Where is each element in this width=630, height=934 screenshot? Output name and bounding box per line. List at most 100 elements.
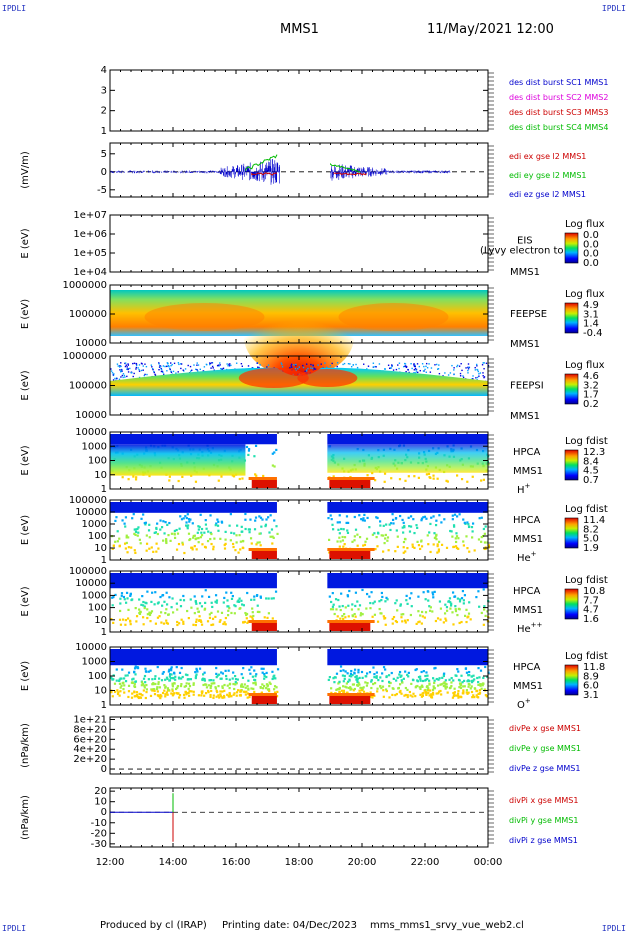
hpca-fill	[327, 444, 488, 473]
feepsi-noise	[413, 372, 415, 374]
hpca-pixel	[420, 610, 424, 614]
hpca-pixel	[220, 521, 224, 524]
legend-entry: divPe y gse MMS1	[509, 744, 581, 753]
hpca-pixel	[162, 670, 165, 674]
hpca-pixel	[451, 518, 454, 521]
hpca-pixel	[142, 600, 145, 604]
hpca-pixel	[399, 675, 402, 678]
hpca-pixel	[338, 680, 341, 683]
hpca-pixel	[265, 687, 268, 690]
feepsi-noise	[113, 373, 115, 375]
hpca-pixel	[347, 686, 350, 690]
legend-entry: divPi x gse MMS1	[509, 796, 578, 805]
hpca-pixel	[466, 680, 469, 683]
hpca-pixel	[228, 686, 231, 690]
hpca-pixel	[338, 687, 341, 690]
hpca-pixel	[380, 686, 383, 690]
hpca-pixel	[233, 692, 236, 695]
hpca-pixel	[140, 681, 144, 684]
hpca-pixel	[384, 623, 387, 626]
hpca-pixel	[376, 545, 379, 548]
hpca-pixel	[344, 685, 347, 688]
hpca-pixel	[445, 606, 449, 609]
hpca-pixel	[275, 525, 278, 528]
legend-entry: des dist burst SC2 MMS2	[509, 93, 608, 102]
hpca-pixel	[401, 681, 404, 684]
hpca-pixel	[382, 666, 386, 669]
hpca-pixel	[164, 611, 167, 615]
hpca-pixel	[400, 613, 403, 616]
hpca-pixel	[165, 619, 168, 622]
hpca-pixel	[482, 527, 486, 531]
y-tick-label: 100	[88, 531, 107, 542]
hpca-pixel	[271, 670, 274, 673]
hpca-pixel	[226, 693, 229, 696]
feepsi-noise	[256, 366, 259, 368]
hpca-pixel	[251, 618, 254, 621]
hpca-pixel	[407, 475, 410, 478]
hpca-pixel	[184, 524, 188, 527]
feepsi-noise	[120, 376, 122, 378]
hpca-pixel	[215, 666, 218, 670]
y-tick-label: -10	[91, 818, 107, 829]
hpca-pixel	[232, 693, 235, 696]
hpca-pixel	[413, 475, 416, 478]
hpca-pixel	[209, 686, 212, 690]
hpca-pixel	[433, 532, 436, 535]
hpca-pixel	[351, 603, 354, 606]
hpca-pixel	[189, 518, 192, 521]
hpca-pixel	[434, 619, 438, 623]
hpca-pixel	[227, 609, 230, 612]
hpca-pixel	[391, 518, 395, 521]
hpca-pixel	[484, 665, 487, 669]
hpca-pixel	[134, 606, 137, 610]
hpca-pixel	[160, 695, 163, 698]
hpca-pixel	[242, 621, 245, 624]
hpca-pixel	[138, 692, 141, 695]
hpca-pixel	[424, 598, 427, 601]
hpca-pixel	[406, 688, 409, 692]
y-tick-label: 10	[94, 543, 107, 554]
hpca-pixel	[253, 528, 257, 531]
hpca-pixel	[423, 515, 427, 518]
feepsi-noise	[218, 365, 220, 367]
hpca-pixel	[398, 673, 401, 676]
hpca-pixel	[165, 691, 168, 694]
hpca-pixel	[142, 689, 145, 692]
hpca-pixel	[126, 674, 129, 677]
hpca-pixel	[408, 597, 412, 600]
hpca-pixel	[335, 688, 338, 691]
hpca-pixel	[188, 690, 191, 693]
feepsi-noise	[290, 363, 293, 366]
y-tick-label: 10000	[75, 642, 107, 653]
hpca-pixel	[201, 595, 204, 598]
hpca-pixel	[228, 524, 231, 527]
hpca-pixel	[365, 675, 368, 678]
feepsi-noise	[415, 369, 417, 371]
hpca-pixel	[150, 600, 153, 603]
hpca-pixel	[161, 691, 165, 695]
hpca-pixel	[344, 670, 347, 673]
hpca-pixel	[192, 534, 195, 538]
hpca-pixel	[165, 603, 169, 606]
colorbar-value: 10.8	[583, 586, 605, 597]
hpca-pixel	[467, 525, 471, 529]
feepsi-noise	[419, 369, 421, 372]
feepsi-noise	[451, 364, 453, 367]
feepsi-noise	[413, 364, 415, 366]
hpca-pixel	[442, 621, 445, 624]
hpca-pixel	[170, 669, 173, 672]
hpca-pixel	[133, 667, 137, 670]
colorbar-value: 4.7	[583, 605, 599, 616]
hpca-pixel	[449, 604, 453, 607]
hpca-pixel	[186, 513, 189, 516]
hpca-pixel	[477, 681, 480, 684]
hpca-pixel	[149, 620, 152, 623]
hpca-pixel	[240, 688, 243, 692]
hpca-pixel	[453, 687, 456, 690]
hpca-pixel	[411, 545, 414, 548]
hpca-pixel	[198, 667, 202, 670]
hpca-pixel	[479, 669, 483, 672]
feepsi-noise	[374, 365, 376, 368]
